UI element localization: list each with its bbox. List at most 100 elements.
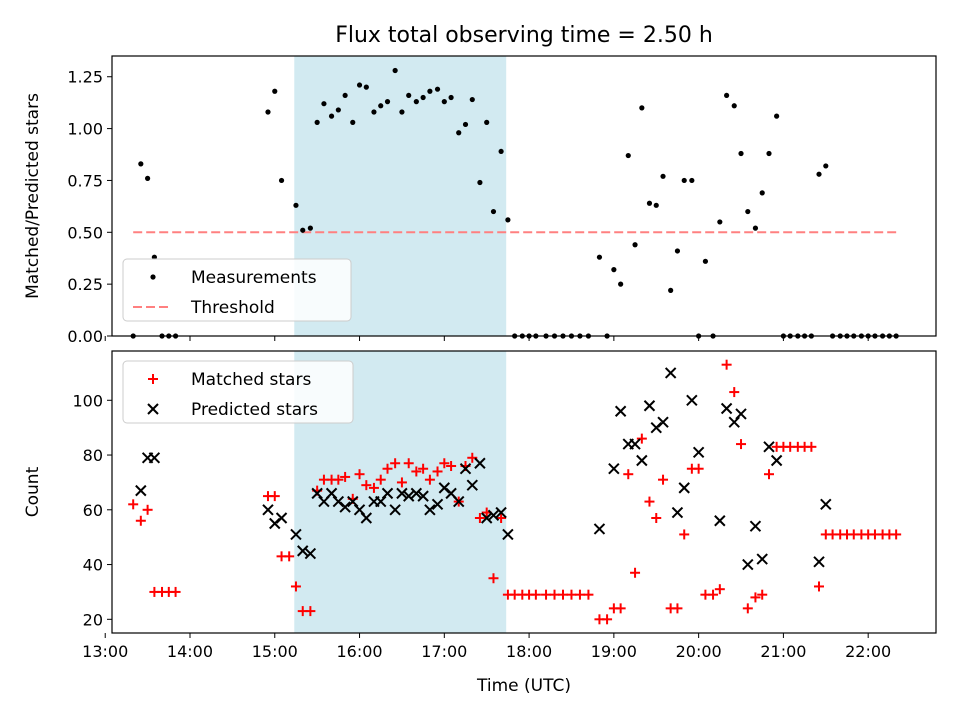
matched-star-point — [623, 469, 634, 480]
measurement-point — [406, 92, 412, 99]
matched-star-point — [305, 606, 316, 617]
top-legend: Measurements Threshold — [122, 258, 352, 322]
predicted-star-point — [742, 558, 754, 571]
measurement-point — [356, 82, 363, 88]
predicted-star-point — [466, 479, 478, 491]
predicted-star-point — [629, 438, 641, 450]
x-tick-label: 13:00 — [82, 642, 128, 661]
matched-star-point — [891, 529, 902, 540]
predicted-star-point — [474, 457, 486, 469]
matched-star-point — [474, 513, 485, 524]
predicted-star-point — [135, 484, 147, 497]
measurement-point — [300, 227, 306, 233]
matched-star-point — [375, 474, 386, 485]
predicted-star-point — [636, 454, 648, 467]
measurement-point — [816, 171, 822, 177]
matched-star-point — [135, 515, 146, 526]
legend-label: Matched stars — [191, 370, 311, 390]
measurement-point — [724, 92, 730, 99]
predicted-star-point — [417, 490, 429, 502]
legend-measurement-marker — [150, 274, 156, 280]
matched-star-point — [693, 463, 704, 474]
bottom-y-axis-label: Count — [23, 466, 43, 517]
matched-star-point — [736, 439, 747, 450]
matched-star-point — [750, 592, 761, 603]
measurement-point — [469, 96, 475, 103]
matched-star-point — [368, 482, 379, 493]
matched-star-point — [602, 614, 613, 625]
predicted-star-point — [657, 416, 669, 428]
bottom-legend: Matched stars Predicted stars — [122, 360, 354, 424]
matched-star-point — [541, 589, 552, 600]
bot-y-tick-label: 80 — [83, 446, 103, 465]
measurement-point — [427, 88, 433, 94]
bot-y-tick-label: 60 — [83, 501, 103, 520]
matched-star-point — [354, 469, 365, 480]
measurement-point — [674, 248, 681, 254]
top-legend-box — [122, 258, 352, 322]
matched-star-point — [814, 581, 825, 592]
matched-star-point — [382, 463, 393, 474]
measurement-point — [293, 202, 299, 208]
measurement-point — [456, 130, 462, 136]
predicted-star-point — [453, 495, 465, 508]
matched-star-point — [340, 471, 351, 482]
measurement-point — [505, 217, 511, 223]
matched-star-point — [284, 551, 295, 562]
predicted-star-point — [735, 408, 747, 420]
measurement-point — [151, 254, 157, 260]
predicted-star-point — [375, 495, 387, 508]
matched-star-point — [806, 441, 817, 452]
measurement-point — [420, 94, 426, 101]
top-plot-frame — [111, 55, 937, 337]
x-tick-label: 19:00 — [591, 642, 637, 661]
predicted-star-point — [339, 501, 351, 513]
measurement-point — [448, 94, 454, 101]
x-tick-label: 20:00 — [676, 642, 722, 661]
predicted-star-point — [487, 509, 500, 521]
matched-star-point — [636, 433, 647, 444]
measurement-point — [639, 105, 645, 111]
measurement-point — [363, 84, 369, 90]
measurement-point — [145, 175, 151, 181]
predicted-star-point — [671, 506, 684, 519]
predicted-star-point — [714, 515, 726, 527]
measurement-point — [335, 107, 341, 113]
predicted-star-point — [756, 553, 768, 565]
matched-star-point — [549, 589, 560, 600]
matched-star-point — [390, 458, 401, 469]
measurement-point — [314, 119, 320, 125]
predicted-star-point — [347, 495, 359, 508]
measurement-point — [384, 99, 391, 105]
measurement-point — [307, 225, 313, 231]
x-tick-label: 15:00 — [252, 642, 298, 661]
matched-star-point — [446, 460, 457, 471]
measurement-point — [717, 219, 723, 225]
predicted-star-point — [813, 556, 825, 568]
bottom-panel: 13:00 14:00 15:00 16:00 17:00 18:00 19:00 20:00… — [23, 350, 937, 696]
predicted-star-point — [325, 487, 338, 500]
bot-y-tick-label: 40 — [83, 556, 103, 575]
matched-star-point — [403, 458, 414, 469]
predicted-star-point — [459, 463, 472, 475]
measurement-point — [766, 150, 772, 157]
measurement-point — [596, 254, 603, 260]
matched-star-point — [742, 603, 753, 614]
measurement-point — [272, 88, 278, 94]
top-y-tick-label: 0.75 — [67, 171, 103, 190]
predicted-star-point — [403, 490, 415, 502]
legend-label: Measurements — [191, 268, 317, 288]
matched-star-point — [566, 589, 577, 600]
x-tick-label: 17:00 — [421, 642, 467, 661]
matched-star-point — [757, 589, 768, 600]
matched-star-point — [672, 603, 683, 614]
predicted-star-point — [360, 512, 373, 524]
matched-star-point — [290, 581, 301, 592]
matched-star-point — [721, 359, 732, 370]
measurement-point — [392, 67, 398, 74]
bot-y-tick-label: 100 — [72, 391, 103, 410]
measurement-point — [774, 113, 780, 119]
matched-star-point — [418, 463, 429, 474]
predicted-star-point — [692, 446, 705, 459]
